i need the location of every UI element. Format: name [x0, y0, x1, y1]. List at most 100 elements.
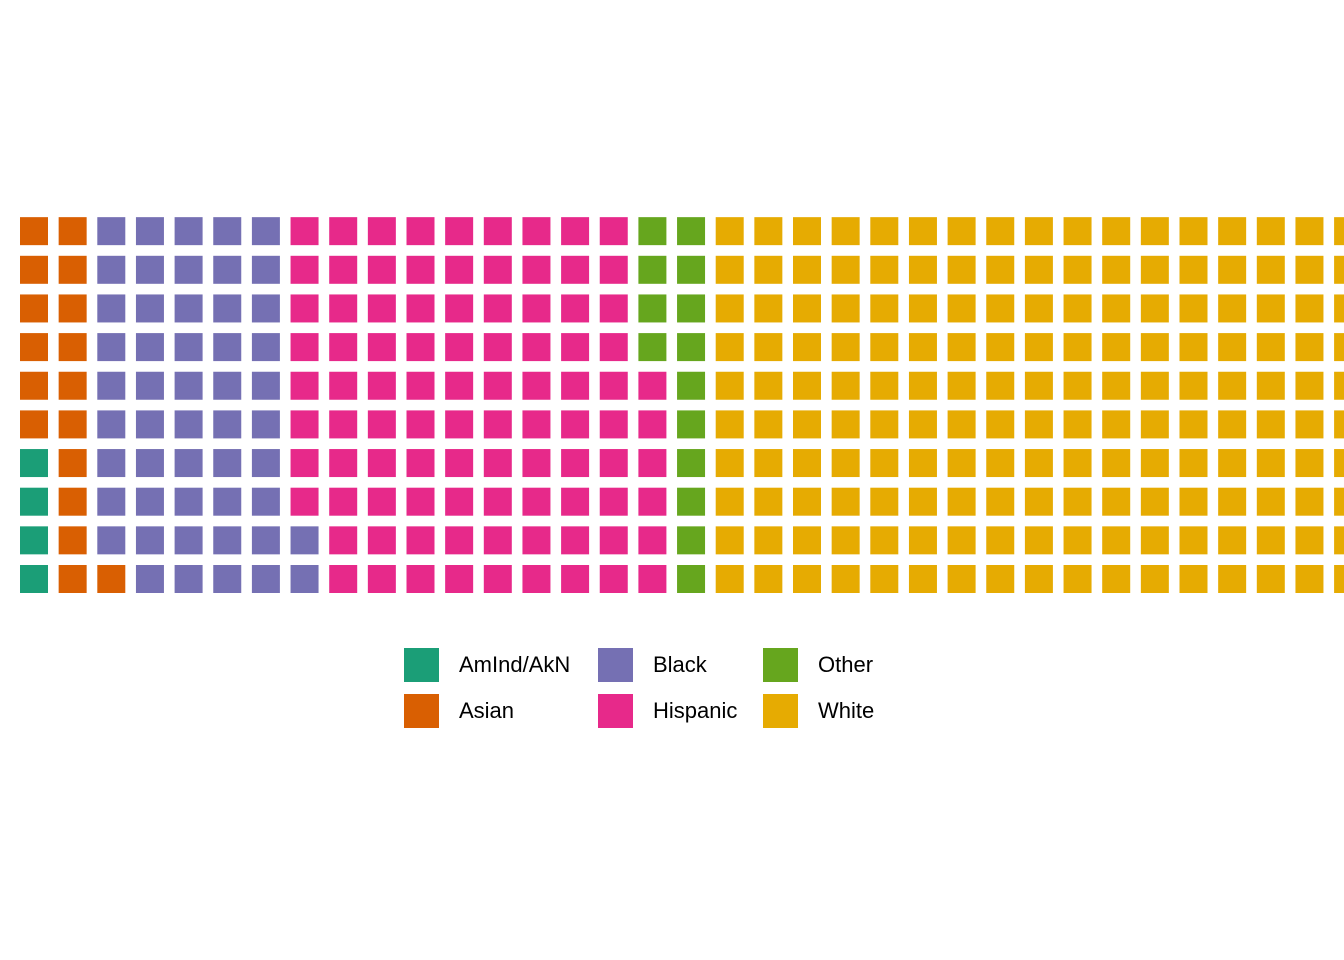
- waffle-cell-white: [1256, 217, 1285, 246]
- waffle-cell-hispanic: [367, 526, 396, 555]
- waffle-cell-white: [1102, 255, 1131, 284]
- waffle-cell-white: [831, 410, 860, 439]
- waffle-cell-hispanic: [329, 526, 358, 555]
- waffle-cell-white: [754, 371, 783, 400]
- waffle-cell-hispanic: [599, 333, 628, 362]
- waffle-cell-asian: [20, 294, 48, 323]
- waffle-cell-hispanic: [367, 217, 396, 246]
- waffle-cell-white: [1218, 255, 1247, 284]
- waffle-cell-white: [1063, 333, 1092, 362]
- waffle-cell-hispanic: [445, 410, 474, 439]
- waffle-cell-black: [251, 371, 280, 400]
- waffle-cell-white: [715, 526, 744, 555]
- waffle-cell-asian: [58, 565, 87, 593]
- waffle-cell-white: [908, 294, 937, 323]
- waffle-cell-black: [135, 333, 164, 362]
- waffle-cell-black: [213, 410, 242, 439]
- waffle-cell-asian: [58, 217, 87, 246]
- waffle-cell-white: [793, 565, 821, 593]
- waffle-cell-white: [1334, 565, 1344, 593]
- waffle-cell-black: [174, 526, 203, 555]
- waffle-cell-white: [1024, 449, 1053, 478]
- waffle-cell-white: [1024, 294, 1053, 323]
- waffle-cell-asian: [20, 410, 48, 439]
- waffle-cell-white: [908, 371, 937, 400]
- waffle-cell-hispanic: [561, 526, 590, 555]
- waffle-cell-white: [1102, 410, 1131, 439]
- waffle-cell-asian: [58, 333, 87, 362]
- waffle-cell-white: [908, 449, 937, 478]
- waffle-cell-white: [1295, 526, 1324, 555]
- waffle-cell-white: [754, 294, 783, 323]
- waffle-cell-white: [986, 526, 1015, 555]
- waffle-cell-white: [908, 487, 937, 516]
- waffle-cell-hispanic: [561, 294, 590, 323]
- waffle-cell-white: [1179, 294, 1208, 323]
- waffle-cell-white: [793, 217, 821, 246]
- waffle-cell-hispanic: [638, 487, 667, 516]
- waffle-cell-white: [754, 410, 783, 439]
- waffle-cell-white: [870, 294, 899, 323]
- waffle-cell-hispanic: [483, 410, 512, 439]
- waffle-cell-white: [831, 449, 860, 478]
- waffle-cell-asian: [20, 255, 48, 284]
- waffle-cell-white: [1179, 565, 1208, 593]
- waffle-cell-white: [1334, 449, 1344, 478]
- waffle-cell-hispanic: [483, 255, 512, 284]
- waffle-cell-white: [870, 217, 899, 246]
- legend-label-asian: Asian: [459, 698, 515, 723]
- waffle-cell-white: [1295, 294, 1324, 323]
- waffle-cell-hispanic: [367, 565, 396, 593]
- waffle-cell-white: [754, 255, 783, 284]
- waffle-cell-white: [908, 410, 937, 439]
- waffle-cell-hispanic: [483, 217, 512, 246]
- waffle-cell-hispanic: [290, 255, 319, 284]
- waffle-cell-white: [715, 371, 744, 400]
- waffle-cell-hispanic: [290, 217, 319, 246]
- waffle-cell-white: [754, 526, 783, 555]
- waffle-cell-white: [1179, 255, 1208, 284]
- legend-swatch-black: [598, 648, 633, 682]
- waffle-cell-black: [213, 449, 242, 478]
- waffle-cell-hispanic: [367, 255, 396, 284]
- waffle-cell-hispanic: [522, 449, 551, 478]
- waffle-cell-black: [174, 294, 203, 323]
- waffle-cell-hispanic: [290, 371, 319, 400]
- waffle-cell-asian: [58, 410, 87, 439]
- waffle-cell-other: [677, 217, 706, 246]
- waffle-cell-hispanic: [406, 487, 435, 516]
- waffle-cell-white: [1256, 449, 1285, 478]
- waffle-cell-white: [1256, 487, 1285, 516]
- waffle-cell-white: [715, 217, 744, 246]
- waffle-cell-white: [1218, 565, 1247, 593]
- waffle-cell-other: [677, 371, 706, 400]
- waffle-cell-black: [213, 487, 242, 516]
- waffle-cell-hispanic: [406, 371, 435, 400]
- waffle-cell-hispanic: [290, 333, 319, 362]
- waffle-cell-other: [677, 449, 706, 478]
- waffle-cell-white: [793, 371, 821, 400]
- waffle-cell-white: [1218, 487, 1247, 516]
- legend-item-hispanic: Hispanic: [598, 694, 737, 728]
- waffle-cell-white: [1102, 487, 1131, 516]
- waffle-cell-white: [908, 255, 937, 284]
- waffle-cell-hispanic: [406, 255, 435, 284]
- waffle-cell-white: [1179, 333, 1208, 362]
- waffle-cell-white: [870, 255, 899, 284]
- waffle-cell-hispanic: [483, 333, 512, 362]
- waffle-cell-hispanic: [561, 255, 590, 284]
- waffle-cell-other: [638, 333, 667, 362]
- waffle-cell-white: [1140, 565, 1169, 593]
- waffle-cell-asian: [20, 371, 48, 400]
- waffle-cell-black: [251, 294, 280, 323]
- legend-swatch-other: [763, 648, 798, 682]
- waffle-cell-white: [1140, 449, 1169, 478]
- waffle-cell-black: [97, 449, 126, 478]
- waffle-cell-white: [947, 255, 976, 284]
- waffle-cell-other: [677, 255, 706, 284]
- waffle-cell-white: [986, 449, 1015, 478]
- waffle-cell-white: [1334, 371, 1344, 400]
- waffle-cell-white: [1179, 449, 1208, 478]
- waffle-cell-black: [135, 217, 164, 246]
